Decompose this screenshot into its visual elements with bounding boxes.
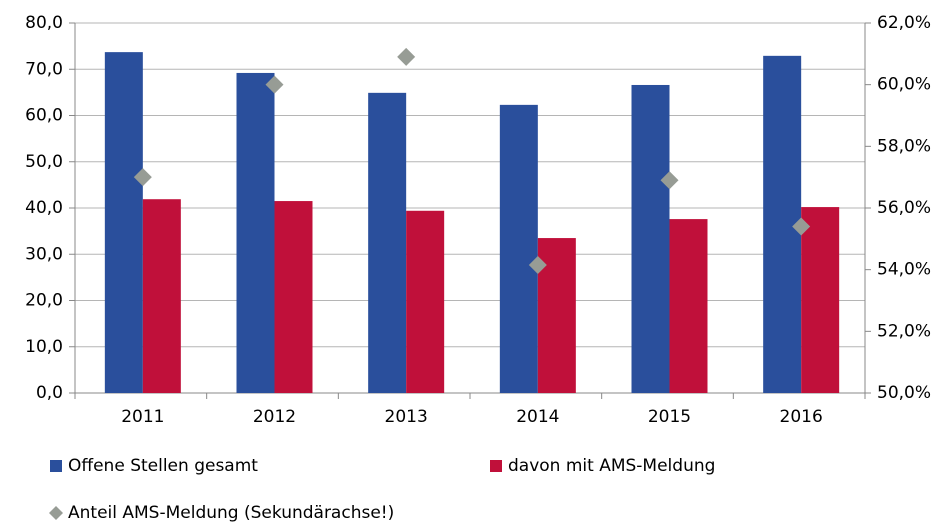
y2-tick-label: 62,0% (877, 13, 931, 33)
marker (397, 47, 416, 66)
marker (265, 75, 284, 94)
y2-tick-label: 54,0% (877, 260, 931, 280)
y2-tick-label: 60,0% (877, 75, 931, 95)
marker (528, 256, 547, 275)
y-tick-label: 70,0 (25, 59, 63, 79)
legend-label: Anteil AMS-Meldung (Sekundärachse!) (68, 503, 394, 523)
y2-tick-label: 58,0% (877, 136, 931, 156)
y-tick-label: 30,0 (25, 244, 63, 264)
legend-label: Offene Stellen gesamt (68, 456, 258, 476)
x-tick-label: 2015 (648, 407, 691, 427)
x-tick-label: 2012 (253, 407, 296, 427)
marker (792, 217, 811, 236)
bar (368, 92, 407, 394)
bar (631, 84, 670, 393)
x-tick-label: 2011 (121, 407, 164, 427)
y-tick-label: 60,0 (25, 106, 63, 126)
y-tick-label: 50,0 (25, 152, 63, 172)
legend-marker (49, 506, 63, 520)
bar (236, 72, 275, 393)
y2-tick-label: 50,0% (877, 383, 931, 403)
legend-marker (490, 460, 502, 472)
marker (133, 168, 152, 187)
bar (801, 207, 840, 393)
bar (499, 104, 538, 394)
x-tick-label: 2014 (516, 407, 559, 427)
y2-tick-label: 52,0% (877, 321, 931, 341)
legend-marker (50, 460, 62, 472)
y2-tick-label: 56,0% (877, 198, 931, 218)
y-tick-label: 40,0 (25, 198, 63, 218)
x-tick-label: 2013 (385, 407, 428, 427)
bar (537, 238, 576, 393)
x-tick-label: 2016 (780, 407, 823, 427)
bar (406, 210, 445, 393)
bar (669, 219, 708, 393)
y-tick-label: 10,0 (25, 337, 63, 357)
legend-label: davon mit AMS-Meldung (508, 456, 715, 476)
bar (274, 201, 313, 393)
bar (142, 199, 181, 393)
y-tick-label: 80,0 (25, 13, 63, 33)
y-tick-label: 0,0 (36, 383, 63, 403)
y-tick-label: 20,0 (25, 291, 63, 311)
marker (660, 171, 679, 190)
bar (104, 52, 143, 393)
